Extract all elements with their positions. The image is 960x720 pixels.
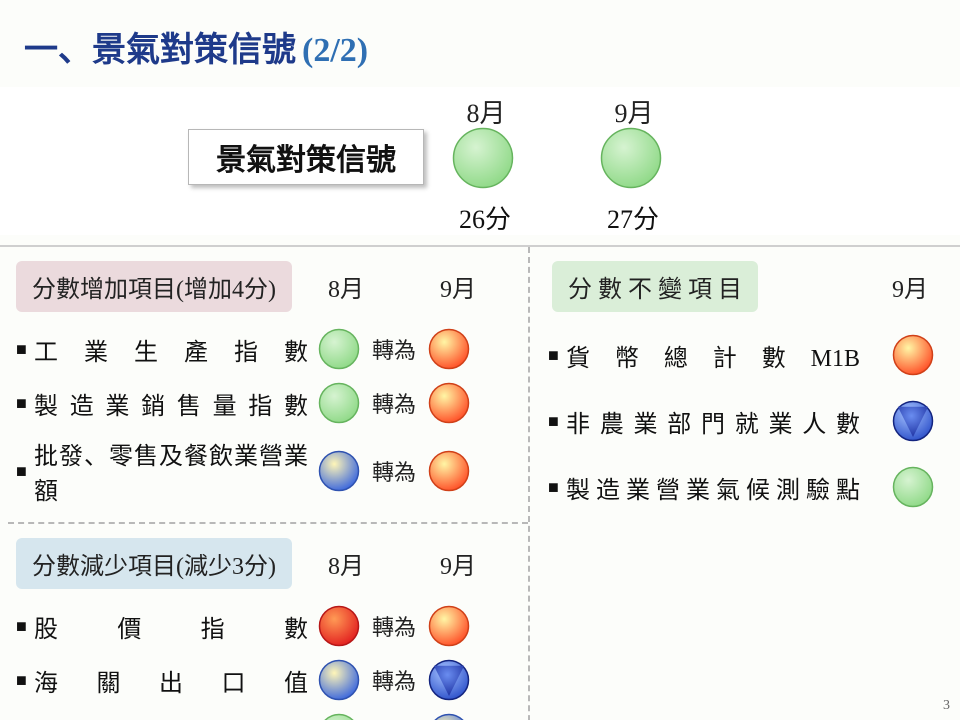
indicator-row: ■非農業部門就業人數: [544, 388, 948, 454]
inc-month-9: 9月: [430, 269, 486, 304]
page-title-row: 一、景氣對策信號 (2/2): [0, 0, 960, 87]
dec-month-8: 8月: [318, 546, 374, 581]
signal-from: [314, 450, 364, 492]
indicator-label: 批發、零售及餐飲業營業額: [34, 436, 314, 506]
same-month-9: 9月: [882, 269, 938, 304]
header-summary: 景氣對策信號 8月 9月 26分 27分: [0, 87, 960, 237]
same-header-row: 分 數 不 變 項 目 9月: [544, 247, 948, 322]
indicator-row: ■批發、零售及餐飲業營業額 轉為: [8, 430, 528, 512]
dec-month-9: 9月: [430, 546, 486, 581]
bullet-icon: ■: [548, 411, 566, 432]
indicator-label: 製造業營業氣候測驗點: [566, 470, 866, 505]
header-signal-8: [452, 127, 514, 189]
indicator-label: 非農業部門就業人數: [566, 404, 866, 439]
header-month-8: 8月: [446, 93, 526, 130]
indicator-label: 工業生產指數: [34, 332, 314, 367]
bullet-icon: ■: [548, 345, 566, 366]
indicator-label: 貨幣總計數M1B: [566, 338, 866, 373]
signal: [888, 334, 938, 376]
header-month-9: 9月: [594, 93, 674, 130]
same-pill: 分 數 不 變 項 目: [552, 261, 758, 312]
signal-to: [424, 659, 474, 701]
signal-from: [314, 605, 364, 647]
header-signal-9: [600, 127, 662, 189]
signal-to: [424, 328, 474, 370]
indicator-row: ■海關出口值 轉為: [8, 653, 528, 707]
signal: [888, 466, 938, 508]
convert-label: 轉為: [364, 333, 424, 365]
dec-pill: 分數減少項目(減少3分): [16, 538, 292, 589]
bullet-icon: ■: [16, 616, 34, 637]
inc-pill: 分數增加項目(增加4分): [16, 261, 292, 312]
signal-to: [424, 605, 474, 647]
signal-to: [424, 450, 474, 492]
indicator-row: ■製造業營業氣候測驗點: [544, 454, 948, 520]
bullet-icon: ■: [548, 477, 566, 498]
signal-to: [424, 713, 474, 720]
lower-grid: 分數增加項目(增加4分) 8月 9月 ■工業生產指數 轉為 ■製造業銷售量指數: [0, 247, 960, 720]
bullet-icon: ■: [16, 339, 34, 360]
header-score-8: 26分: [440, 199, 530, 236]
signal-from: [314, 713, 364, 720]
left-column: 分數增加項目(增加4分) 8月 9月 ■工業生產指數 轉為 ■製造業銷售量指數: [8, 247, 528, 720]
page-title-sub: (2/2): [302, 32, 368, 70]
indicator-label: 製造業銷售量指數: [34, 386, 314, 421]
bullet-icon: ■: [16, 670, 34, 691]
inc-items: ■工業生產指數 轉為 ■製造業銷售量指數 轉為 ■批發、: [8, 322, 528, 512]
signal-from: [314, 382, 364, 424]
signal: [888, 400, 938, 442]
signal-to: [424, 382, 474, 424]
indicator-row: ■股價指數 轉為: [8, 599, 528, 653]
convert-label: 轉為: [364, 455, 424, 487]
page-number: 3: [943, 698, 950, 714]
convert-label: 轉為: [364, 387, 424, 419]
inc-header-row: 分數增加項目(增加4分) 8月 9月: [8, 247, 528, 322]
page-title: 一、景氣對策信號: [24, 22, 296, 71]
indicator-label: 海關出口值: [34, 663, 314, 698]
indicator-row: ■貨幣總計數M1B: [544, 322, 948, 388]
dec-header-row: 分數減少項目(減少3分) 8月 9月: [8, 524, 528, 599]
convert-label: 轉為: [364, 610, 424, 642]
header-label-box: 景氣對策信號: [188, 129, 424, 185]
indicator-row: ■機械及電機設備進口值 轉為: [8, 707, 528, 720]
header-score-9: 27分: [588, 199, 678, 236]
signal-from: [314, 659, 364, 701]
convert-label: 轉為: [364, 664, 424, 696]
same-items: ■貨幣總計數M1B ■非農業部門就業人數 ■製造業營業氣候測驗點: [544, 322, 948, 520]
indicator-label: 機械及電機設備進口值: [34, 717, 314, 720]
bullet-icon: ■: [16, 393, 34, 414]
indicator-row: ■製造業銷售量指數 轉為: [8, 376, 528, 430]
bullet-icon: ■: [16, 461, 34, 482]
inc-month-8: 8月: [318, 269, 374, 304]
indicator-row: ■工業生產指數 轉為: [8, 322, 528, 376]
signal-from: [314, 328, 364, 370]
dec-items: ■股價指數 轉為 ■海關出口值 轉為: [8, 599, 528, 720]
right-column: 分 數 不 變 項 目 9月 ■貨幣總計數M1B ■非農業部門就業人數 ■製造業: [528, 247, 948, 720]
indicator-label: 股價指數: [34, 609, 314, 644]
